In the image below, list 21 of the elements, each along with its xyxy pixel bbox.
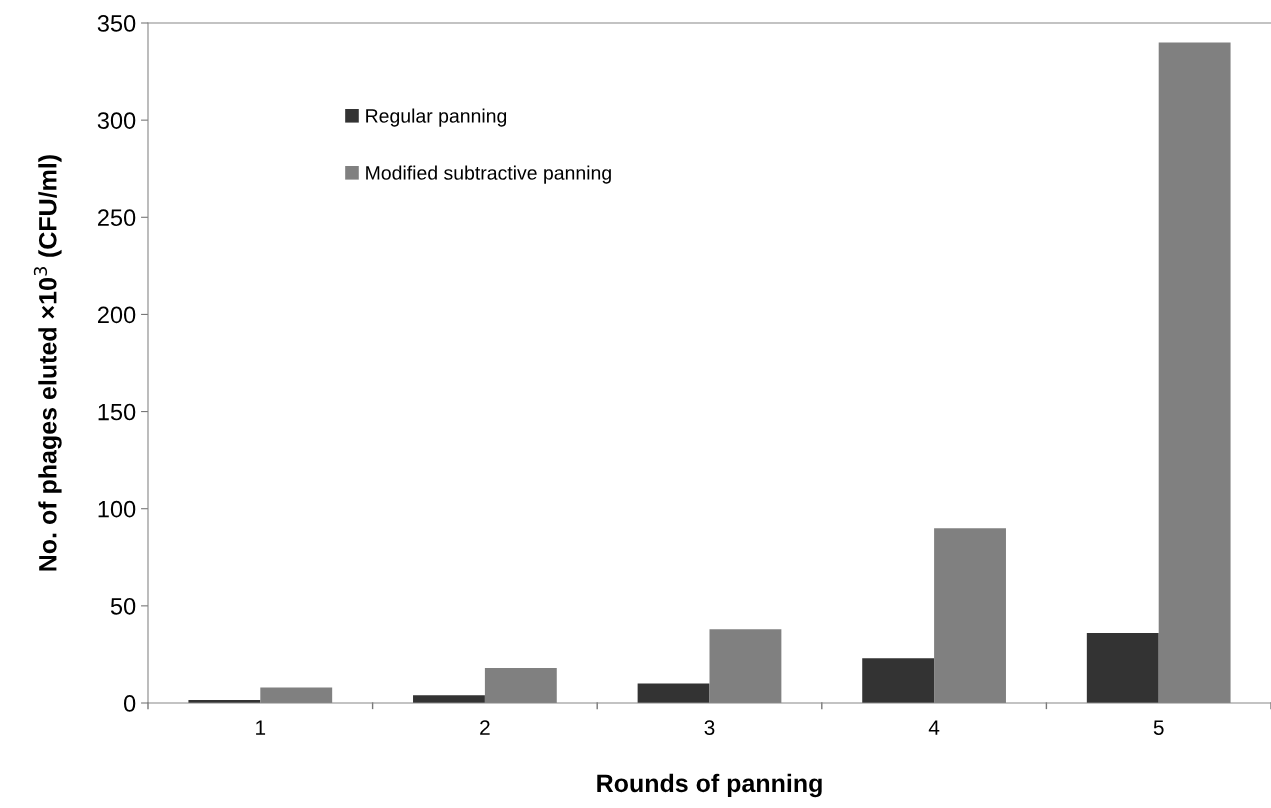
x-axis-title: Rounds of panning (597, 773, 822, 798)
y-tick-label: 0 (123, 695, 136, 712)
y-tick-label: 250 (97, 209, 136, 227)
y-tick-label: 150 (98, 403, 136, 421)
y-axis-title: No. of phages eluted ×10$^{3}$ (CFU/ml) (33, 155, 62, 571)
y-tick-label: 100 (98, 500, 136, 518)
x-tick-label: 3 (704, 720, 715, 735)
legend-label: Modified subtractive panning (366, 165, 611, 184)
x-tick-label: 1 (256, 720, 266, 735)
bar (862, 658, 935, 703)
legend-label: Regular panning (366, 108, 507, 127)
y-tick-label: 200 (97, 306, 136, 324)
x-tick-label: 2 (480, 720, 490, 735)
bar (1086, 633, 1159, 703)
bar (413, 695, 485, 703)
x-tick-label: 4 (928, 720, 940, 735)
x-tick-label: 5 (1153, 720, 1164, 735)
y-tick-label: 50 (110, 597, 136, 615)
bar (637, 683, 710, 703)
y-tick-label: 350 (97, 15, 136, 32)
y-tick-label: 300 (97, 112, 136, 129)
